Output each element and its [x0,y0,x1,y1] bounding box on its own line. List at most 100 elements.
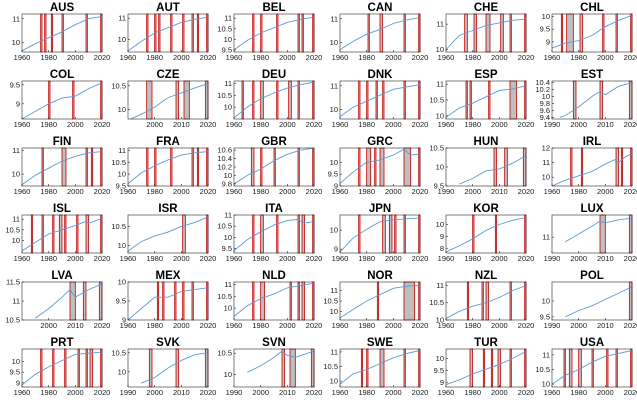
y-tick-label: 10 [118,367,126,376]
recession-band [599,80,604,120]
panel-title: CZE [157,69,180,81]
y-tick-label: 9.5 [540,25,550,34]
y-tick-label: 9.6 [540,106,550,115]
recession-band [170,147,173,187]
y-tick-label: 9.5 [222,45,232,54]
y-tick-label: 9.4 [540,113,550,122]
panel-grc: GRC 1960 1980 2000 2020 9 9.5 10 [328,136,429,196]
y-tick-label: 11 [224,14,232,23]
panel-title: IRL [583,136,602,148]
x-tick-label: 1960 [120,53,137,62]
recession-band [273,147,276,187]
recession-band [297,281,300,321]
y-tick-label: 11 [224,79,232,88]
series-line [339,350,421,385]
axes-box [339,348,421,388]
x-tick-label: 2020 [624,120,637,129]
panel-title: LVA [51,270,72,282]
recession-band [156,281,160,321]
y-tick-label: 10 [118,170,126,179]
x-tick-label: 2000 [279,321,296,330]
x-tick-label: 2020 [412,53,429,62]
recession-band [191,147,194,187]
recession-band [90,147,94,187]
x-tick-label: 1980 [570,187,587,196]
y-tick-label: 10.4 [535,78,550,87]
series-line [339,17,421,50]
panel-isl: ISL 1960 1980 2000 2020 10 10.511 [5,203,110,263]
y-tick-label: 10 [118,105,126,114]
panel-esp: ESP 1960 1980 2000 2020 10 10.5 11 [429,69,534,129]
panel-title: GBR [261,136,287,148]
series-line [551,153,633,187]
x-tick-label: 2020 [518,120,535,129]
recession-band [40,348,43,388]
y-tick-label: 10 [436,45,444,54]
y-tick-label: 10 [542,297,550,306]
series-line [21,151,103,186]
recession-band [374,147,377,187]
panel-title: AUT [156,2,180,14]
panel-title: ISL [53,203,71,215]
x-tick-label: 2020 [624,187,637,196]
x-tick-label: 1960 [14,120,31,129]
panel-title: NOR [367,270,393,282]
y-tick-label: 10.5 [5,225,20,234]
axes-box [21,147,103,187]
x-tick-label: 1960 [120,187,137,196]
axes-box [339,13,421,53]
y-tick-label: 9 [16,99,20,108]
recession-band [252,214,255,254]
recession-band [196,13,200,53]
series-line [233,16,315,51]
panel-swe: SWE 1960 1980 2000 2020 10 10.5 11 [323,337,428,397]
x-tick-label: 1980 [464,254,481,263]
x-tick-label: 1960 [438,321,455,330]
panel-title: AUS [50,2,75,14]
x-tick-label: 1960 [226,53,243,62]
axes-box [21,348,103,388]
x-tick-label: 1980 [146,254,163,263]
y-tick-label: 11 [12,14,20,23]
series-line [565,286,633,318]
panel-prt: PRT 1960 1980 2000 2020 99.5 10 [10,337,111,397]
recession-band [146,147,149,187]
recession-band [628,80,633,120]
panel-tur: TUR 1960 1980 2000 2020 9 9.5 10 [434,337,535,397]
y-tick-label: 10 [12,357,20,366]
y-tick-label: 10 [118,35,126,44]
y-tick-label: 10.5 [5,316,20,325]
panel-title: ITA [265,203,283,215]
x-tick-label: 1980 [252,120,269,129]
x-tick-label: 1990 [544,254,561,263]
recession-band [394,214,397,254]
x-tick-label: 1960 [332,254,349,263]
panel-fra: FRA 1960 1980 2000 2020 9.5 10 10.5 11 [111,136,216,196]
x-tick-label: 2010 [491,187,508,196]
series-line [127,216,209,252]
recession-band [382,80,385,120]
recession-band [260,80,264,120]
x-tick-label: 1980 [358,388,375,397]
x-tick-label: 1960 [120,321,137,330]
recession-band [579,13,584,53]
y-tick-label: 10 [330,38,338,47]
axes-box [127,147,209,187]
y-tick-label: 12 [542,144,550,153]
x-tick-label: 2020 [624,254,637,263]
axes-box [127,281,209,321]
recession-band [183,80,190,120]
y-tick-label: 10 [224,370,232,379]
recession-band [301,281,306,321]
y-tick-label: 10.5 [429,96,444,105]
x-tick-label: 2000 [491,254,508,263]
axes-box [127,13,209,53]
recession-band [504,147,508,187]
x-tick-label: 2020 [200,187,217,196]
x-tick-label: 1980 [358,254,375,263]
y-tick-label: 9.8 [222,179,232,188]
recession-band [297,80,300,120]
x-tick-label: 1980 [252,321,269,330]
x-tick-label: 1960 [438,254,455,263]
recession-band [522,147,527,187]
